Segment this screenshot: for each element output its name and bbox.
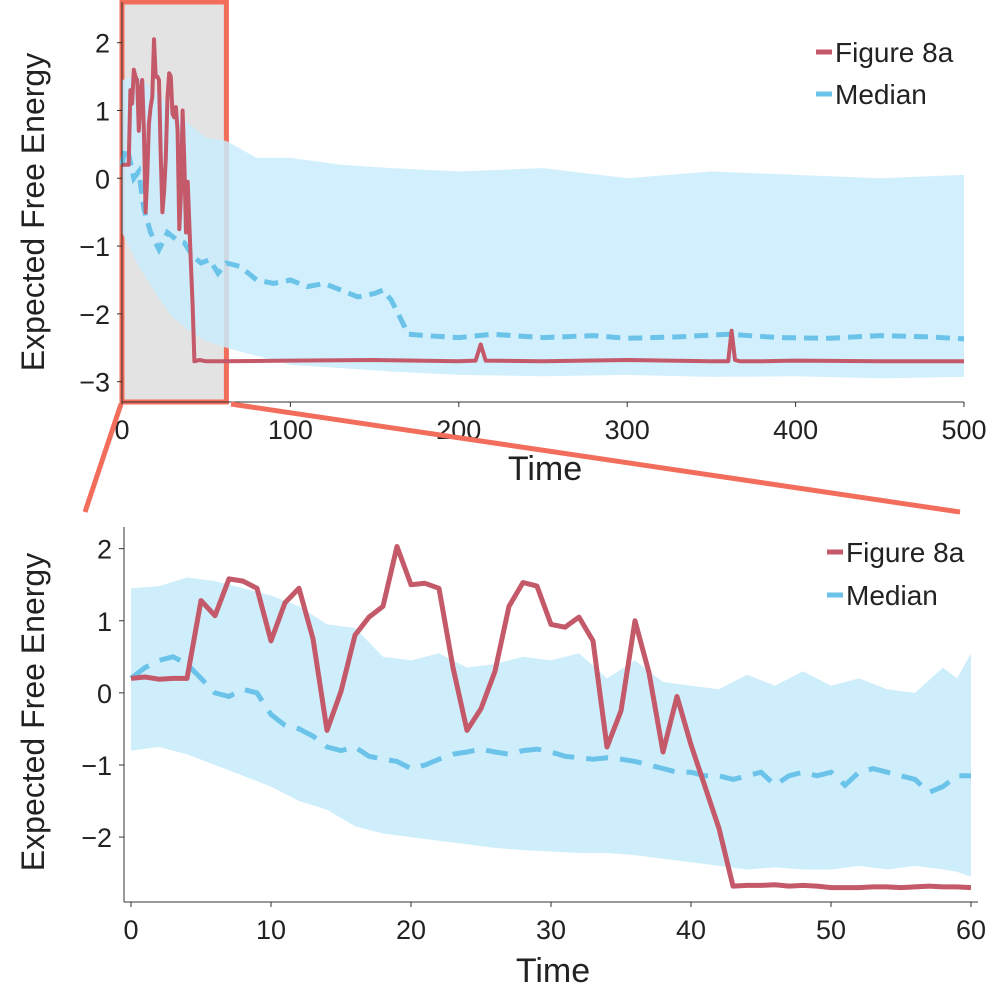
x-tick-label: 400 xyxy=(773,415,818,445)
legend-label-figure-8a: Figure 8a xyxy=(846,537,965,568)
percentile-band xyxy=(122,76,964,379)
y-tick-label: 2 xyxy=(95,29,110,59)
y-tick-label: −1 xyxy=(81,751,112,781)
zoom-connector-left xyxy=(82,403,124,513)
x-tick-label: 0 xyxy=(123,915,138,945)
x-tick-label: 300 xyxy=(605,415,650,445)
y-tick-label: 2 xyxy=(97,535,112,565)
legend-label-median: Median xyxy=(846,580,938,611)
figure-8a-line xyxy=(122,37,964,364)
x-tick-label: 20 xyxy=(396,915,426,945)
y-tick-label: −1 xyxy=(79,232,110,262)
x-tick-label: 50 xyxy=(816,915,846,945)
zoom-connector-right xyxy=(230,401,961,515)
legend-label-median: Median xyxy=(835,79,927,110)
y-tick-label: 1 xyxy=(95,96,110,126)
y-tick-label: 0 xyxy=(97,679,112,709)
zoomed-axes: 0 10 20 30 40 50 60 −2 −1 0 1 2 xyxy=(81,527,986,945)
x-tick-label: 0 xyxy=(114,415,129,445)
x-tick-label: 100 xyxy=(268,415,313,445)
median-line xyxy=(129,654,971,796)
y-tick-label: −2 xyxy=(81,823,112,853)
zoomed-y-axis-label: Expected Free Energy xyxy=(15,553,51,871)
x-tick-label: 60 xyxy=(956,915,986,945)
median-line xyxy=(119,140,965,342)
legend-label-figure-8a: Figure 8a xyxy=(835,37,954,68)
zoomed-legend: Figure 8a Median xyxy=(827,537,965,611)
zoomed-x-axis-label: Time xyxy=(516,952,590,990)
x-tick-label: 40 xyxy=(676,915,706,945)
overview-y-axis-label: Expected Free Energy xyxy=(15,53,51,371)
y-tick-label: 0 xyxy=(95,164,110,194)
percentile-band xyxy=(131,577,971,877)
x-tick-label: 500 xyxy=(941,415,986,445)
figure-8a-line xyxy=(130,544,972,891)
y-tick-label: −2 xyxy=(79,300,110,330)
x-tick-label: 30 xyxy=(536,915,566,945)
y-tick-label: 1 xyxy=(97,607,112,637)
zoomed-chart: 0 10 20 30 40 50 60 −2 −1 0 1 2 Time Expected Free … xyxy=(15,527,986,990)
x-tick-label: 10 xyxy=(256,915,286,945)
y-tick-label: −3 xyxy=(79,368,110,398)
overview-legend: Figure 8a Median xyxy=(816,37,954,110)
